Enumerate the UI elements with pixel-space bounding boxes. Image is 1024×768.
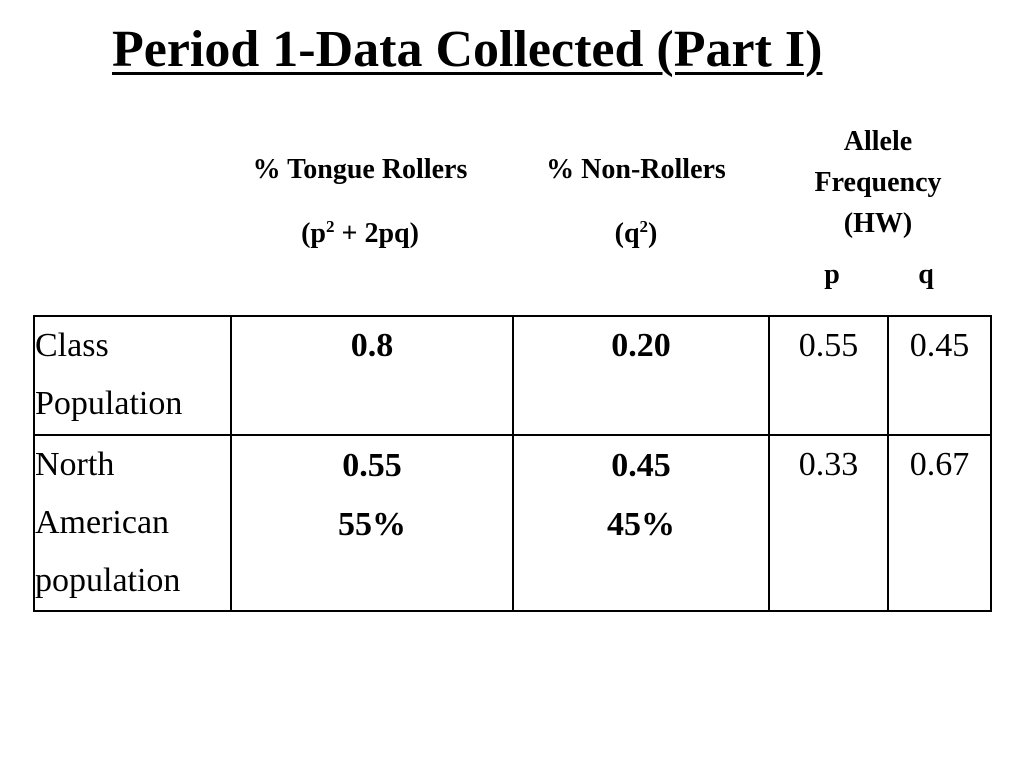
table-row: North American population 0.55 55% 0.45 … <box>33 434 992 612</box>
formula-suffix: + 2pq) <box>334 218 419 249</box>
row-label-line: Population <box>35 385 183 422</box>
header-tongue-formula: (p2 + 2pq) <box>228 218 492 250</box>
cell-value: 0.20 <box>611 327 671 364</box>
tongue-rollers-cell: 0.8 <box>230 315 514 436</box>
formula-superscript: 2 <box>639 217 649 236</box>
slide-title: Period 1-Data Collected (Part I) <box>112 21 823 78</box>
allele-line: Frequency <box>814 167 942 198</box>
cell-value: 0.55 <box>342 447 402 484</box>
row-label: North American population <box>33 434 232 612</box>
row-label-line: Class <box>35 327 109 364</box>
header-q: q <box>918 259 934 290</box>
table-row: Class Population 0.8 0.20 0.55 0.45 <box>33 315 992 436</box>
cell-value: 55% <box>338 506 406 543</box>
non-rollers-cell: 0.20 <box>512 315 770 436</box>
header-allele-frequency: Allele Frequency (HW) <box>792 121 964 244</box>
header-non-formula: (q2) <box>520 218 752 250</box>
cell-value: 45% <box>607 506 675 543</box>
cell-value: 0.45 <box>611 447 671 484</box>
row-label-line: North <box>35 446 115 483</box>
row-label: Class Population <box>33 315 232 436</box>
non-rollers-cell: 0.45 45% <box>512 434 770 612</box>
row-label-line: population <box>35 562 181 599</box>
data-table: Class Population 0.8 0.20 0.55 0.45 Nort… <box>33 315 992 612</box>
allele-line: Allele <box>843 126 913 157</box>
cell-value: 0.8 <box>350 327 394 364</box>
header-p: p <box>824 259 840 290</box>
tongue-rollers-cell: 0.55 55% <box>230 434 514 612</box>
formula-superscript: 2 <box>325 217 335 236</box>
q-cell: 0.67 <box>887 434 992 612</box>
header-non-rollers: % Non-Rollers <box>546 154 726 185</box>
allele-line: (HW) <box>843 208 913 239</box>
p-cell: 0.55 <box>768 315 889 436</box>
p-cell: 0.33 <box>768 434 889 612</box>
row-label-line: American <box>35 504 170 541</box>
formula-prefix: (p <box>301 218 326 249</box>
formula-suffix: ) <box>648 218 658 249</box>
header-tongue-rollers: % Tongue Rollers <box>252 154 468 185</box>
q-cell: 0.45 <box>887 315 992 436</box>
formula-prefix: (q <box>614 218 640 249</box>
